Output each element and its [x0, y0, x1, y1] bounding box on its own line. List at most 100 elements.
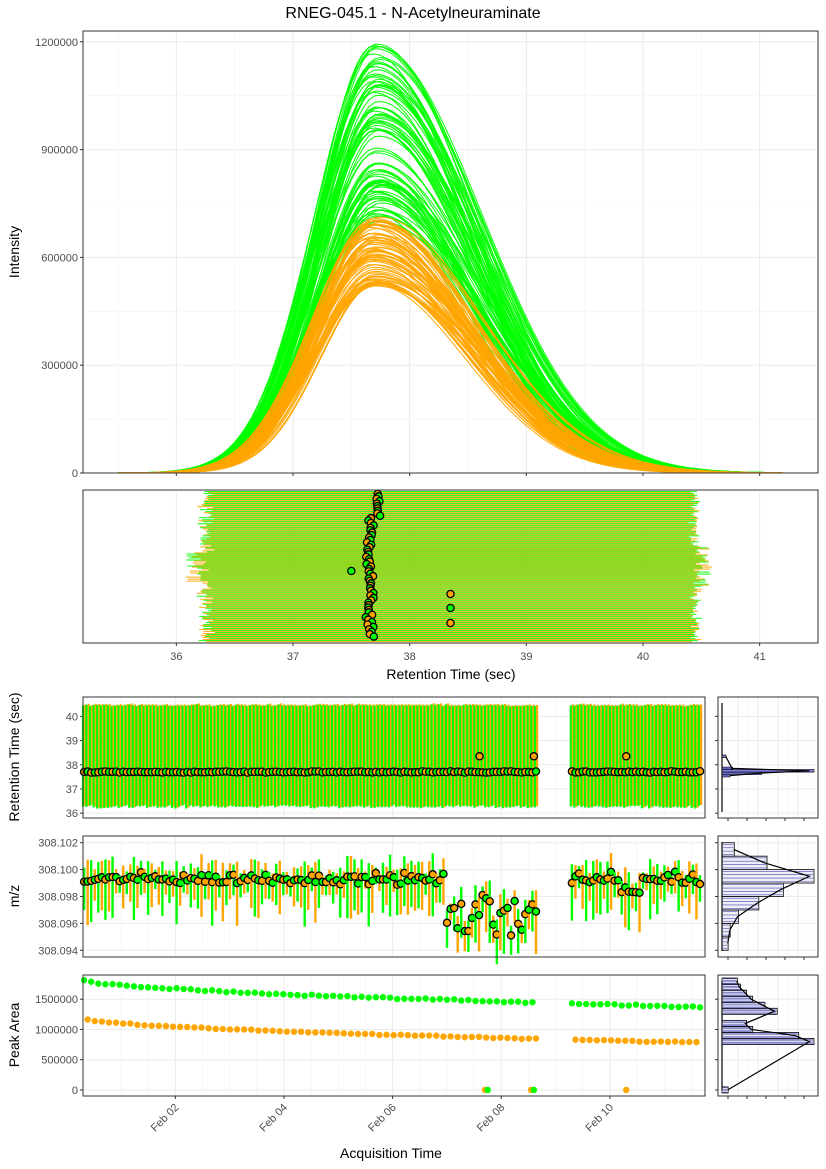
rt-range-bar-orange [443, 705, 446, 808]
mz-range-bar [292, 867, 296, 907]
peak-area-point-green [265, 991, 273, 998]
rt-range-bar-orange [486, 704, 489, 807]
mz-range-bar [492, 915, 495, 943]
rt-range-bar [202, 602, 696, 604]
rt-range-bar [202, 588, 702, 590]
rt-range-bar-orange [404, 704, 407, 806]
rt-range-bar-green [259, 705, 262, 806]
mz-range-bar [420, 861, 424, 910]
rt-range-bar [208, 499, 695, 501]
mz-range-bar [367, 863, 370, 927]
mz-range-bar [104, 859, 107, 920]
rt-range-bar-orange [639, 705, 642, 806]
rt-apex-point [375, 511, 385, 521]
rt-range-bar-orange [251, 704, 254, 806]
rt-range-bar-orange [311, 705, 315, 808]
rt-range-bar-green [405, 705, 408, 808]
mz-range-bar [410, 860, 413, 907]
peak-area-point-orange [622, 1037, 629, 1044]
peak-area-point-green [344, 992, 351, 1000]
rt-range-bar [205, 561, 709, 563]
rt-range-bar-green [459, 706, 462, 807]
rt-range-bar-green [291, 705, 295, 807]
rt-range-bar-orange [340, 704, 343, 808]
rt-range-bar-orange [575, 704, 578, 807]
peak-area-point-orange [169, 1023, 177, 1030]
mz-range-bar [193, 868, 196, 900]
rt-range-bar-green [213, 705, 216, 807]
rt-range-bar-orange [365, 704, 368, 807]
peak-area-point-orange [664, 1038, 672, 1046]
rt-range-bar [197, 506, 691, 508]
rt-range-bar-orange [165, 704, 169, 807]
rt-range-bar-green [113, 705, 117, 807]
rt-range-bar-green [501, 704, 504, 809]
rt-range-bar-green [327, 705, 330, 808]
peak-area-point-green [582, 1000, 590, 1008]
density-curve [725, 756, 810, 777]
rt-range-bar-orange [696, 704, 699, 808]
rt-range-bar-green [121, 705, 124, 807]
y-tick-label: 0 [72, 1085, 78, 1097]
rt-range-bar [209, 637, 696, 640]
mz-range-bar [638, 872, 641, 933]
rt-range-bar-orange [123, 704, 126, 806]
rt-range-bar [212, 514, 692, 516]
orange-chromatogram-line [118, 281, 783, 474]
rt-range-bar-green [149, 705, 152, 808]
mz-apex-point [613, 876, 623, 885]
rt-range-bar [203, 503, 698, 505]
rt-range-bar-orange [226, 704, 229, 807]
rt-range-bar-green [398, 705, 401, 807]
mz-range-bar [681, 870, 684, 907]
rt-range-bar-green [594, 705, 597, 807]
mz-range-bar [385, 866, 388, 905]
rt-range-bar-green [519, 706, 522, 808]
rt-range-bar [197, 523, 696, 525]
peak-area-point-green [351, 994, 358, 1001]
y-tick-label: 300000 [41, 360, 78, 372]
peak-area-point-green [372, 993, 380, 1001]
rt-range-bar [205, 502, 699, 504]
orange-chromatogram-line [118, 217, 783, 474]
peak-area-point-green [358, 993, 365, 1000]
peak-area-point-green [408, 995, 415, 1003]
peak-area-point-orange [504, 1034, 511, 1042]
rt-range-bar-green [462, 704, 465, 807]
peak-area-point-green [315, 992, 323, 999]
peak-area-point-orange [333, 1029, 340, 1037]
peak-area-point-orange [98, 1018, 106, 1025]
rt-range-bar-green [89, 706, 92, 806]
rt-range-bar-orange [137, 705, 140, 806]
rt-range-bar-green [615, 706, 619, 807]
rt-range-bar [212, 507, 693, 509]
density-curve [727, 848, 812, 944]
rt-range-bar-green [245, 706, 248, 807]
mz-range-bar [175, 861, 178, 925]
rt-range-bar [200, 537, 692, 539]
rt-range-bar [200, 577, 697, 579]
peak-area-point-green [287, 991, 294, 998]
mz-range-bar [253, 859, 257, 917]
rt-range-bar-green [512, 705, 515, 807]
rt-range-bar-orange [407, 704, 411, 807]
mz-range-bar [524, 899, 527, 944]
rt-range-bar [214, 631, 695, 634]
mz-range-bar [602, 871, 606, 899]
rt-range-bar-green [683, 706, 686, 809]
rt-range-bar-green [170, 706, 174, 808]
rt-range-bar-orange [180, 704, 183, 806]
rt-range-bar-green [687, 705, 690, 807]
rt-range-bar-green [138, 704, 142, 807]
y-tick-label: 0 [72, 468, 78, 480]
rt-range-bar-orange [600, 704, 603, 806]
peak-area-point-green [394, 995, 401, 1003]
mz-range-bar [97, 862, 100, 913]
peak-area-point-green [654, 1002, 661, 1009]
rt-range-bar-green [306, 706, 309, 806]
rt-range-bar-orange [162, 704, 165, 807]
rt-range-bar-green [341, 704, 344, 808]
mz-range-bar [616, 871, 620, 898]
rt-range-bar [202, 611, 695, 613]
area-vs-time-panel: 0 500000 1000000 1500000 Feb 02 Feb 04 Feb 06 F… [35, 974, 706, 1134]
